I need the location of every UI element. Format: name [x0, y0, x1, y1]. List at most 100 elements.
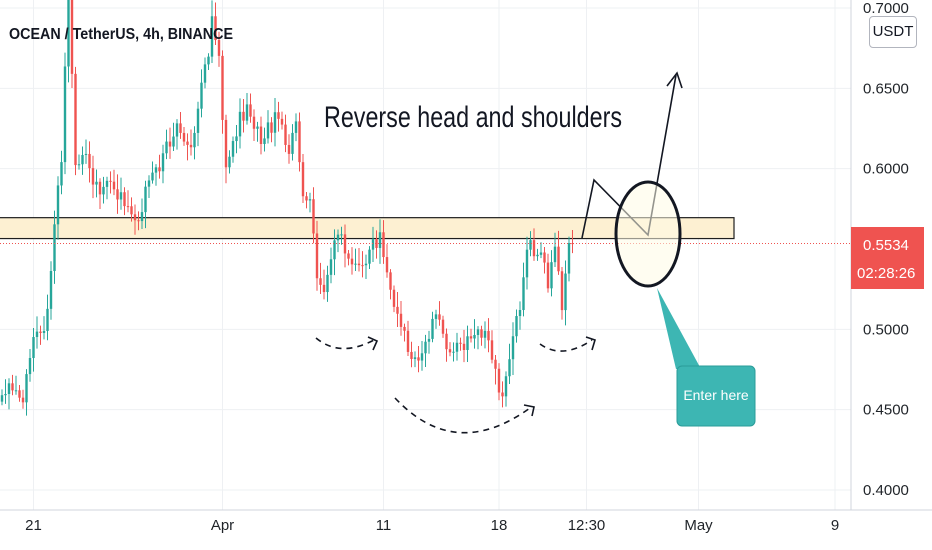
candle	[210, 0, 214, 63]
candle-body	[553, 246, 557, 263]
candle-body	[340, 234, 343, 236]
candle	[319, 262, 322, 295]
candle	[326, 265, 329, 302]
candle-body	[242, 111, 245, 121]
candle	[466, 325, 469, 362]
candle-body	[427, 338, 431, 342]
candle	[438, 301, 441, 326]
candle-body	[357, 263, 361, 266]
currency-unit-button[interactable]: USDT	[869, 16, 917, 48]
candle	[102, 176, 105, 204]
candle	[112, 169, 116, 196]
candle-body	[165, 141, 168, 154]
candle	[56, 176, 60, 240]
candle-body	[371, 239, 375, 250]
candle	[70, 0, 74, 89]
candle-body	[67, 0, 70, 67]
candle	[434, 309, 438, 329]
candle	[459, 337, 462, 351]
candle	[357, 247, 361, 272]
candle	[445, 328, 448, 362]
candle-body	[56, 185, 60, 225]
candle-body	[0, 395, 4, 402]
x-tick-label: 11	[376, 517, 392, 534]
candle-body	[25, 374, 28, 403]
candle-body	[154, 167, 158, 173]
candle-body	[347, 253, 350, 259]
candle	[301, 153, 305, 204]
candle	[49, 261, 53, 320]
candle-body	[431, 318, 434, 339]
candle-body	[119, 192, 123, 200]
candle-body	[305, 196, 308, 201]
candle	[490, 330, 494, 364]
candle-body	[123, 192, 126, 207]
candle	[172, 122, 175, 151]
candle	[154, 164, 158, 186]
candle-body	[35, 331, 39, 338]
candle	[546, 253, 550, 293]
candle	[18, 384, 21, 402]
price-badge-bg	[851, 227, 924, 289]
candle-body	[228, 156, 231, 168]
candle-body	[18, 390, 21, 398]
candle	[25, 369, 28, 416]
candle-body	[249, 104, 252, 117]
left-shoulder-arrow	[367, 336, 379, 351]
candle-body	[536, 254, 539, 257]
candle	[333, 229, 336, 276]
candle	[130, 197, 133, 222]
candle	[294, 113, 298, 142]
candle	[217, 31, 221, 67]
candle-body	[161, 153, 165, 172]
candle-body	[490, 340, 494, 360]
y-tick-label: 0.7000	[863, 0, 909, 17]
candle-body	[98, 181, 102, 195]
candle-body	[529, 240, 532, 250]
candle-body	[322, 284, 326, 293]
candle	[119, 177, 123, 210]
candle-body	[263, 138, 266, 144]
candle-body	[49, 270, 53, 309]
candle	[308, 192, 312, 213]
candle	[175, 119, 179, 150]
candle	[109, 171, 112, 194]
candle	[105, 176, 109, 200]
candle	[315, 220, 319, 291]
candle-body	[298, 121, 301, 163]
candle-body	[39, 331, 42, 333]
candle-body	[560, 271, 564, 311]
candle	[504, 371, 508, 407]
candle-body	[518, 310, 522, 317]
candle	[571, 230, 574, 254]
candle	[529, 231, 532, 257]
candle-body	[301, 162, 305, 197]
candle	[487, 318, 490, 353]
candle	[84, 139, 88, 164]
candle-body	[270, 122, 273, 133]
candle-body	[350, 258, 354, 265]
candle	[473, 319, 476, 349]
candle	[305, 192, 308, 209]
candle	[259, 116, 263, 155]
candle	[91, 155, 95, 199]
candle	[480, 325, 483, 346]
candle	[515, 309, 518, 343]
candle-body	[172, 136, 175, 147]
candle-body	[21, 397, 25, 403]
candle	[553, 232, 557, 267]
candle	[60, 150, 63, 195]
candle-body	[63, 66, 67, 163]
candle-body	[266, 122, 270, 139]
candle	[7, 378, 11, 410]
chart-title: OCEAN / TetherUS, 4h, BINANCE	[9, 26, 233, 43]
right-shoulder-arrow	[585, 336, 596, 351]
candle	[116, 174, 119, 214]
candle	[158, 154, 161, 179]
candle-body	[70, 0, 74, 74]
candle	[235, 125, 238, 154]
candle	[193, 126, 196, 160]
candle-body	[217, 40, 221, 56]
